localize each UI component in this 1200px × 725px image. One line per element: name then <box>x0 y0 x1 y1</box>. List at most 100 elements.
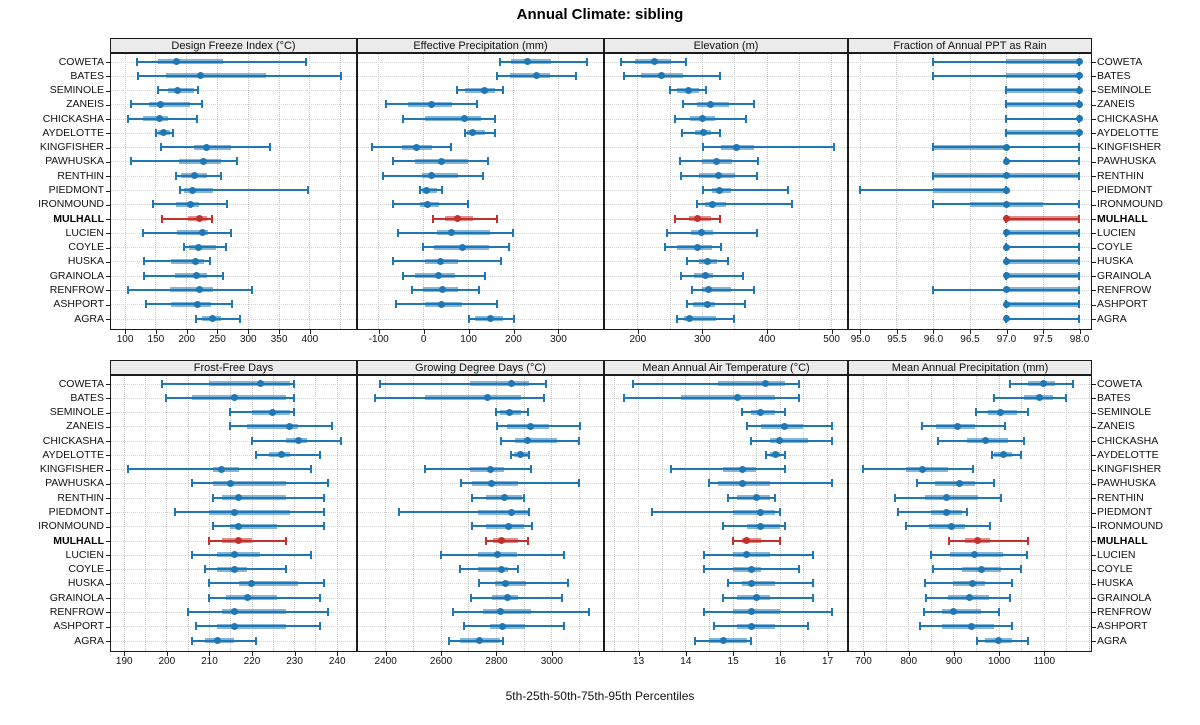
whisker-cap <box>695 200 698 209</box>
axis-row-tick-left <box>106 583 110 585</box>
whisker-cap <box>678 157 681 166</box>
median-dot <box>194 243 202 251</box>
whisker-cap <box>494 408 497 417</box>
whisker-cap <box>411 285 414 294</box>
station-label-right: RENFROW <box>1097 605 1152 618</box>
median-dot <box>173 58 181 65</box>
axis-row-tick-left <box>106 90 110 92</box>
whisker-cap <box>230 228 233 237</box>
whisker-cap <box>129 100 132 109</box>
median-dot <box>480 86 488 94</box>
whisker-cap <box>284 565 287 574</box>
gridline-y <box>849 275 1091 277</box>
axis-tick <box>186 330 188 334</box>
median-dot <box>757 522 765 530</box>
iqr-band <box>217 552 261 558</box>
axis-row-tick-right <box>1092 426 1096 428</box>
whisker-cap <box>622 71 625 80</box>
whisker-line <box>161 217 213 220</box>
station-label-left: PIEDMONT <box>48 506 104 518</box>
median-dot <box>762 380 770 387</box>
station-label-left: RENTHIN <box>57 491 104 504</box>
gridline-y <box>358 412 603 414</box>
whisker-cap <box>1078 285 1081 294</box>
whisker-cap <box>450 143 453 152</box>
whisker-cap <box>305 57 308 66</box>
median-dot <box>771 451 779 459</box>
axis-row-tick-right <box>1092 583 1096 585</box>
axis-tick <box>827 652 829 656</box>
axis-row-tick-right <box>1092 290 1096 292</box>
median-dot <box>968 579 976 587</box>
gridline-x <box>309 54 311 329</box>
gridline-y <box>358 147 603 149</box>
axis-tick-label: 800 <box>900 656 918 667</box>
iqr-band <box>718 381 785 386</box>
whisker-cap <box>783 465 786 474</box>
median-dot <box>248 579 256 587</box>
whisker-cap <box>783 522 786 531</box>
whisker-cap <box>195 314 198 323</box>
axis-tick <box>637 330 639 334</box>
whisker-cap <box>127 114 130 123</box>
panel-strip: Design Freeze Index (°C) <box>110 38 357 53</box>
iqr-band <box>469 381 530 386</box>
iqr-band <box>1006 130 1080 136</box>
median-dot <box>709 200 717 208</box>
whisker-cap <box>920 422 923 431</box>
station-label-left: ZANEIS <box>66 420 104 433</box>
iqr-band <box>935 480 976 486</box>
whisker-cap <box>578 479 580 488</box>
axis-row-tick-left <box>106 526 110 528</box>
gridline-x <box>669 54 671 329</box>
axis-tick-label: 300 <box>239 334 257 345</box>
gridline-y <box>358 61 603 63</box>
median-dot <box>1075 129 1083 137</box>
gridline-x <box>827 376 829 651</box>
axis-row-tick-right <box>1092 276 1096 278</box>
axis-tick-label: 1100 <box>1033 656 1056 667</box>
whisker-cap <box>477 285 480 294</box>
whisker-cap <box>378 379 381 388</box>
median-dot <box>971 551 979 559</box>
gridline-y <box>849 261 1091 263</box>
gridline-x <box>1079 54 1081 329</box>
whisker-cap <box>186 607 189 616</box>
gridline-x <box>908 376 910 651</box>
whisker-cap <box>925 593 928 602</box>
whisker-cap <box>741 271 744 280</box>
whisker-cap <box>726 493 729 502</box>
panel-title: Design Freeze Index (°C) <box>171 39 296 52</box>
axis-row-tick-right <box>1092 384 1096 385</box>
median-dot <box>1035 394 1043 402</box>
axis-row-tick-right <box>1092 304 1096 306</box>
iqr-band <box>169 287 213 293</box>
whisker-cap <box>455 86 458 95</box>
whisker-cap <box>778 536 781 545</box>
station-label-right: ASHPORT <box>1097 298 1148 311</box>
station-label-left: LUCIEN <box>65 226 104 239</box>
iqr-band <box>414 273 456 279</box>
whisker-cap <box>811 579 814 588</box>
gridline-y <box>111 232 356 234</box>
station-label-right: AYDELOTTE <box>1097 126 1159 139</box>
panel-title: Frost-Free Days <box>193 361 274 374</box>
whisker-cap <box>693 636 696 645</box>
axis-tick-label: 300 <box>694 334 711 345</box>
station-label-left: HUSKA <box>67 577 104 590</box>
median-dot <box>186 200 194 208</box>
gridline-y <box>605 440 847 442</box>
median-dot <box>714 172 722 180</box>
station-label-right: BATES <box>1097 69 1131 82</box>
median-dot <box>191 257 199 265</box>
whisker-cap <box>578 436 580 445</box>
whisker-cap <box>284 536 287 545</box>
whisker-cap <box>135 57 138 66</box>
gridline-y <box>849 640 1091 642</box>
median-dot <box>747 608 755 616</box>
median-dot <box>684 86 692 94</box>
median-dot <box>1075 115 1083 123</box>
whisker-cap <box>224 243 227 252</box>
whisker-cap <box>976 636 979 645</box>
whisker-cap <box>447 636 450 645</box>
